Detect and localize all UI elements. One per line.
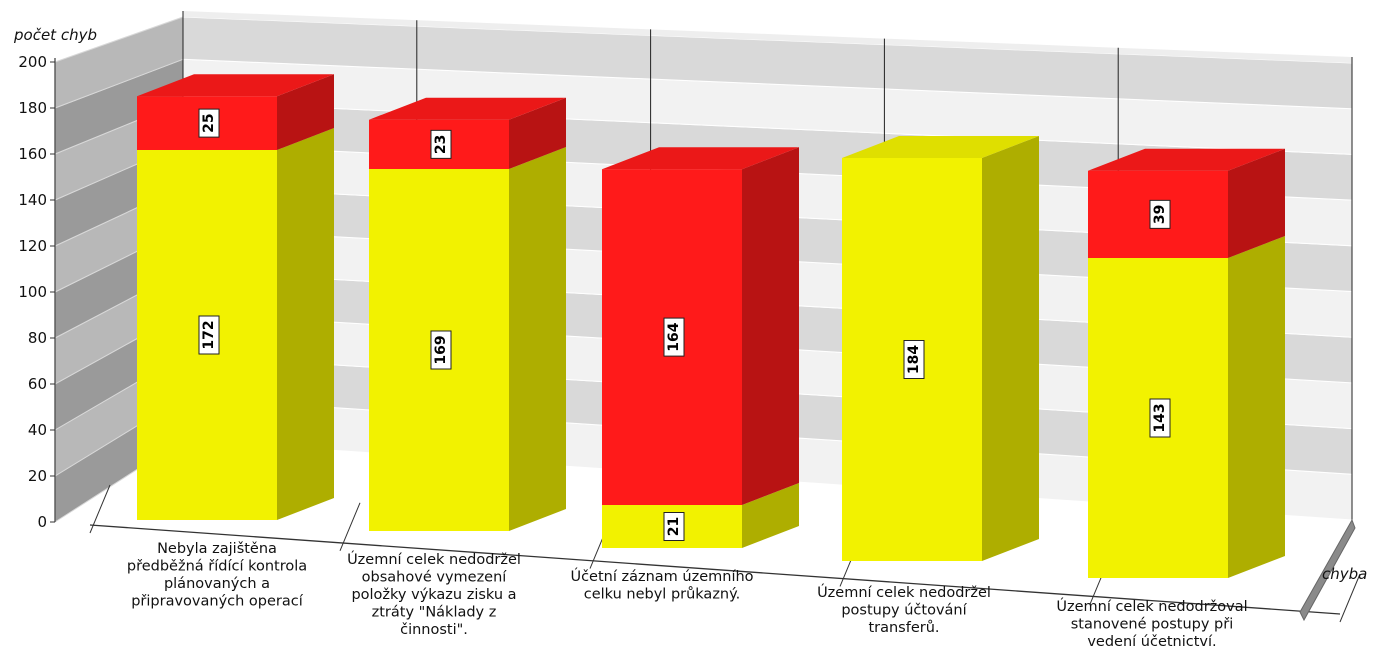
bar-segment-side bbox=[509, 147, 566, 531]
category-label-line: transferů. bbox=[868, 620, 939, 636]
category-label-line: stanovené postupy při bbox=[1071, 617, 1234, 633]
category-label: Územní celek nedodržoval stanovené postup… bbox=[1056, 597, 1247, 650]
data-label: 184 bbox=[906, 345, 922, 374]
y-tick-label: 80 bbox=[28, 329, 47, 347]
back-wall-top bbox=[183, 11, 1352, 63]
category-label-line: ztráty "Náklady z bbox=[372, 605, 497, 621]
y-tick-label: 140 bbox=[18, 191, 47, 209]
bar-segment-side bbox=[509, 97, 566, 169]
bar-segment-side bbox=[742, 483, 799, 548]
bar-segment-side bbox=[277, 128, 334, 520]
y-tick-label: 100 bbox=[18, 283, 47, 301]
category-labels: Nebyla zajištěna předběžná řídící kontrol… bbox=[127, 541, 1248, 650]
bar-top-face bbox=[602, 147, 799, 170]
category-label-line: obsahové vymezení bbox=[362, 570, 508, 586]
category-label: Územní celek nedodržel postupy účtování tr… bbox=[817, 583, 991, 636]
bar-segment-side bbox=[1228, 236, 1285, 578]
data-label: 169 bbox=[433, 335, 449, 364]
floor-edge bbox=[1299, 518, 1356, 622]
category-label-line: vedení účetnictví. bbox=[1087, 634, 1216, 650]
data-label-box bbox=[198, 315, 220, 355]
category-label-line: položky výkazu zisku a bbox=[351, 587, 516, 603]
axes: 0 20 40 60 80 100 120 140 160 180 200 bbox=[18, 53, 1361, 623]
category-label-line: předběžná řídící kontrola bbox=[127, 559, 307, 575]
data-label-box bbox=[430, 330, 452, 370]
data-label: 143 bbox=[1152, 403, 1168, 432]
bar-segment-side bbox=[742, 147, 799, 505]
category-label-line: Územní celek nedodržel bbox=[347, 550, 521, 568]
category-label-line: plánovaných a bbox=[164, 576, 270, 592]
category-label-line: celku nebyl průkazný. bbox=[584, 587, 741, 603]
y-tick-label: 120 bbox=[18, 237, 47, 255]
bar-top-face bbox=[369, 97, 566, 120]
category-label: Nebyla zajištěna předběžná řídící kontrol… bbox=[127, 541, 307, 610]
category-separator bbox=[339, 502, 361, 551]
category-separator bbox=[1339, 573, 1361, 623]
category-label-line: Účetní záznam územního bbox=[570, 567, 753, 585]
data-label: 21 bbox=[666, 517, 682, 536]
y-tick-label: 160 bbox=[18, 145, 47, 163]
bars bbox=[137, 74, 1285, 578]
bar-top-face bbox=[1088, 148, 1285, 171]
category-label: Územní celek nedodržel obsahové vymezení p… bbox=[347, 550, 521, 638]
category-label-line: činnosti". bbox=[400, 622, 468, 638]
data-label-box bbox=[1149, 199, 1171, 229]
data-label-box bbox=[903, 340, 925, 379]
y-tick-label: 200 bbox=[18, 53, 47, 71]
bar-segment-side bbox=[277, 74, 334, 150]
y-tick-label: 40 bbox=[28, 421, 47, 439]
x-axis-title: chyba bbox=[1322, 565, 1367, 583]
data-label: 172 bbox=[201, 320, 217, 349]
data-labels: 172 25 169 23 21 164 184 143 39 bbox=[198, 108, 1171, 541]
data-label: 23 bbox=[433, 135, 449, 154]
y-axis-title: počet chyb bbox=[13, 26, 97, 44]
data-label: 164 bbox=[666, 322, 682, 351]
bar-segment-side bbox=[1228, 148, 1285, 258]
x-axis-line bbox=[89, 524, 1341, 615]
data-label-box bbox=[430, 129, 452, 159]
data-label-box bbox=[663, 317, 685, 357]
bar-top-face bbox=[137, 74, 334, 97]
category-label-line: Nebyla zajištěna bbox=[157, 541, 277, 557]
data-label: 39 bbox=[1152, 205, 1168, 224]
category-label-line: Územní celek nedodržel bbox=[817, 583, 991, 601]
y-tick-label: 180 bbox=[18, 99, 47, 117]
bar-top-face bbox=[842, 136, 1039, 158]
data-label-box bbox=[198, 108, 220, 138]
bar-segment-side bbox=[982, 136, 1039, 561]
y-tick-label: 0 bbox=[37, 513, 47, 531]
data-label-box bbox=[1149, 398, 1171, 438]
data-label: 25 bbox=[201, 113, 217, 132]
category-separator bbox=[89, 484, 111, 534]
category-label-line: připravovaných operací bbox=[131, 594, 304, 610]
category-label: Účetní záznam územního celku nebyl průkaz… bbox=[570, 567, 753, 603]
y-tick-label: 20 bbox=[28, 467, 47, 485]
category-label-line: Územní celek nedodržoval bbox=[1056, 597, 1247, 615]
data-label-box bbox=[663, 512, 685, 541]
category-label-line: postupy účtování bbox=[841, 603, 967, 619]
y-tick-label: 60 bbox=[28, 375, 47, 393]
